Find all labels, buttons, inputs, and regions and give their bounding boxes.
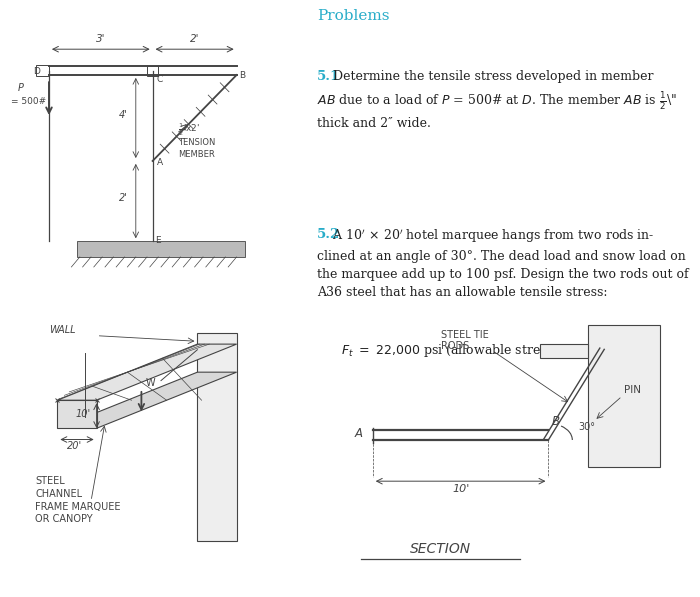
Text: FRAME MARQUEE: FRAME MARQUEE bbox=[35, 501, 120, 512]
Text: 5.1: 5.1 bbox=[317, 70, 340, 82]
Bar bbox=[36, 65, 49, 76]
Text: Problems: Problems bbox=[317, 10, 389, 23]
Text: P: P bbox=[18, 83, 24, 93]
Text: RODS: RODS bbox=[441, 341, 469, 352]
Text: B: B bbox=[239, 71, 246, 80]
Text: 5.2: 5.2 bbox=[317, 228, 340, 241]
Text: E: E bbox=[155, 236, 161, 245]
Text: A: A bbox=[157, 158, 163, 167]
Text: WALL: WALL bbox=[49, 325, 76, 335]
Text: 10': 10' bbox=[75, 409, 90, 419]
Text: 20': 20' bbox=[66, 441, 82, 451]
Polygon shape bbox=[57, 400, 97, 428]
Text: A: A bbox=[355, 427, 363, 440]
Text: W: W bbox=[146, 378, 155, 388]
Text: Determine the tensile stress developed in member
$AB$ due to a load of $P$ = 500: Determine the tensile stress developed i… bbox=[317, 70, 677, 130]
Bar bbox=[147, 66, 158, 76]
Text: MEMBER: MEMBER bbox=[178, 150, 214, 159]
Text: A 10$'$ $\times$ 20$'$ hotel marquee hangs from two rods in-
clined at an angle : A 10$'$ $\times$ 20$'$ hotel marquee han… bbox=[317, 228, 689, 299]
Text: STEEL: STEEL bbox=[35, 476, 64, 487]
Polygon shape bbox=[197, 333, 237, 540]
Polygon shape bbox=[57, 372, 237, 428]
Text: CHANNEL: CHANNEL bbox=[35, 489, 82, 499]
Text: SECTION: SECTION bbox=[410, 541, 471, 556]
Text: 4': 4' bbox=[119, 110, 127, 120]
Text: 3': 3' bbox=[96, 34, 106, 44]
Text: = 500#: = 500# bbox=[11, 97, 46, 106]
Text: STEEL TIE: STEEL TIE bbox=[441, 330, 489, 340]
Text: OR CANOPY: OR CANOPY bbox=[35, 514, 92, 524]
Text: 30°: 30° bbox=[578, 422, 595, 432]
Text: 2': 2' bbox=[190, 34, 200, 44]
Text: $\frac{1}{2}$'x2': $\frac{1}{2}$'x2' bbox=[178, 122, 200, 139]
Text: C: C bbox=[157, 75, 163, 84]
Bar bbox=[77, 241, 245, 257]
Text: TENSION: TENSION bbox=[178, 138, 215, 147]
Text: $F_t\ =\ 22{,}000$ psi (allowable stress): $F_t\ =\ 22{,}000$ psi (allowable stress… bbox=[341, 341, 559, 359]
Polygon shape bbox=[57, 344, 237, 400]
Text: D: D bbox=[34, 66, 41, 76]
Text: B: B bbox=[552, 415, 559, 428]
Text: PIN: PIN bbox=[624, 385, 641, 395]
Bar bbox=[588, 325, 660, 467]
Text: 2': 2' bbox=[119, 193, 127, 203]
Text: 10': 10' bbox=[452, 484, 469, 494]
Bar bbox=[540, 344, 588, 358]
